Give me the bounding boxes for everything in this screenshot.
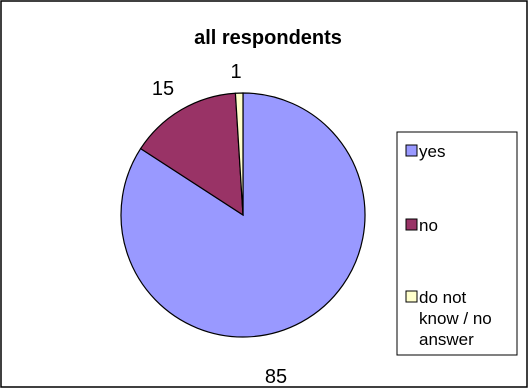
legend-swatch-yes — [405, 144, 418, 157]
pie-slice-no — [139, 92, 244, 217]
legend-label-yes: yes — [419, 142, 445, 161]
chart-title: all respondents — [194, 27, 342, 49]
legend: yes no do not know / no answer — [396, 131, 518, 356]
legend-label-no: no — [419, 216, 438, 235]
data-label-yes: 85 — [265, 366, 287, 388]
legend-swatch-do-not-know-no-answer — [405, 290, 418, 303]
data-labels: 85 15 1 — [152, 61, 287, 388]
legend-swatch-no — [405, 218, 418, 231]
data-label-no: 15 — [152, 78, 174, 100]
data-label-do-not-know-no-answer: 1 — [230, 61, 241, 83]
legend-label-do-not-know-no-answer: do not know / no answer — [419, 288, 492, 349]
pie-slices — [120, 92, 366, 338]
legend-box — [396, 131, 518, 356]
pie-slice-do-not-know-no-answer — [234, 92, 244, 216]
